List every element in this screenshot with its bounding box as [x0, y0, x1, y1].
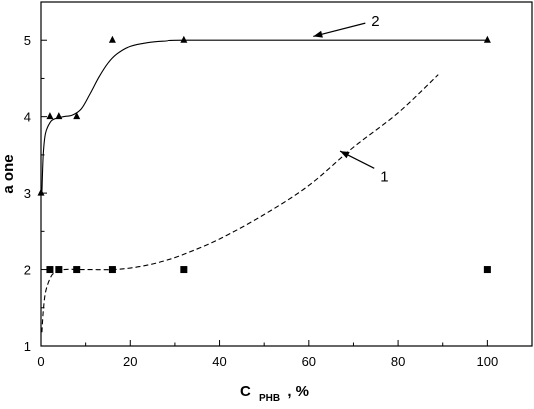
- series-2-point: [180, 266, 188, 274]
- x-axis-title-sub: PHB: [259, 393, 280, 404]
- series-2-point: [73, 266, 81, 274]
- series-1-point: [46, 112, 54, 120]
- ticks: 0 20 40 60 80 100 1 2 3 4 5: [24, 1, 533, 369]
- y-tick-label: 1: [24, 339, 31, 354]
- series-1-point: [180, 35, 188, 43]
- series-2-point: [46, 266, 54, 274]
- annotation-label: 1: [380, 168, 388, 185]
- series-1-point: [73, 112, 81, 120]
- y-axis-title: a one: [0, 154, 17, 193]
- series-2-point: [55, 266, 63, 274]
- annotation-arrowhead: [340, 151, 350, 159]
- axes: [40, 1, 533, 347]
- series-1-point: [55, 112, 63, 120]
- x-tick-label: 80: [391, 354, 405, 369]
- y-tick-label: 2: [24, 263, 31, 278]
- x-tick-label: 0: [37, 354, 44, 369]
- series-2-line: [41, 74, 439, 333]
- y-tick-label: 5: [24, 33, 31, 48]
- series-1-point: [37, 188, 45, 196]
- markers: [37, 35, 491, 274]
- series-1-line: [41, 39, 488, 194]
- annotation-arrowhead: [313, 30, 323, 38]
- y-tick-label: 4: [24, 110, 31, 125]
- x-axis-title: C PHB , %: [240, 383, 309, 405]
- x-tick-label: 20: [123, 354, 137, 369]
- x-axis-title-tail: , %: [287, 383, 309, 400]
- series-2-point: [483, 266, 491, 274]
- series-1-point: [108, 35, 116, 43]
- x-axis-title-main: C: [240, 383, 251, 400]
- x-tick-label: 40: [212, 354, 226, 369]
- curves: [41, 39, 488, 333]
- x-tick-label: 100: [477, 354, 499, 369]
- annotations: 21: [313, 13, 389, 185]
- annotation-label: 2: [371, 13, 379, 30]
- series-1-point: [483, 35, 491, 43]
- plot-frame: [40, 1, 533, 347]
- y-tick-label: 3: [24, 186, 31, 201]
- series-2-point: [108, 266, 116, 274]
- x-tick-label: 60: [302, 354, 316, 369]
